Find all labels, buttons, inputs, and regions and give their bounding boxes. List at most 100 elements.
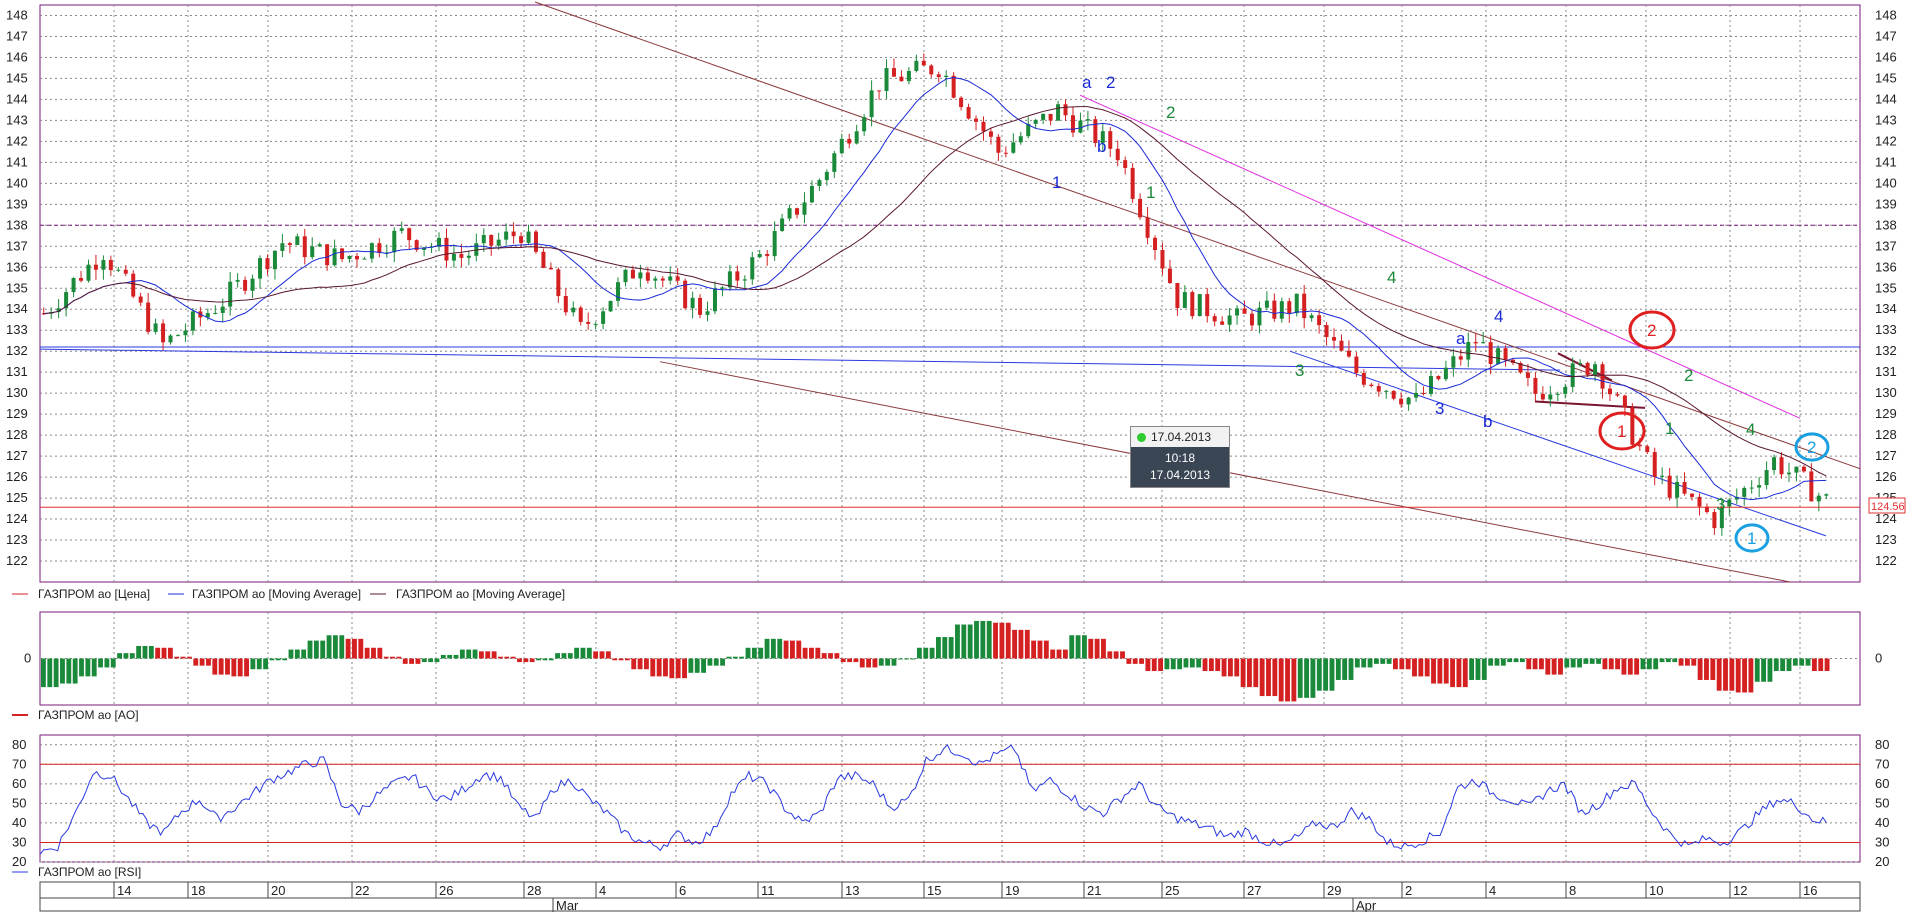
candle-body[interactable]	[1332, 337, 1337, 341]
candle-body[interactable]	[272, 250, 277, 270]
candle-body[interactable]	[1011, 142, 1016, 153]
candle-body[interactable]	[496, 239, 501, 246]
candle-body[interactable]	[369, 243, 374, 259]
candle-body[interactable]	[1160, 250, 1165, 269]
candle-body[interactable]	[1451, 356, 1456, 368]
candle-body[interactable]	[1249, 313, 1254, 326]
candle-body[interactable]	[1070, 115, 1075, 133]
candle-body[interactable]	[824, 171, 829, 181]
candle-body[interactable]	[1167, 268, 1172, 283]
candle-body[interactable]	[660, 278, 665, 281]
candle-body[interactable]	[1063, 104, 1068, 116]
candle-body[interactable]	[1056, 104, 1061, 121]
candle-body[interactable]	[213, 312, 218, 314]
candle-body[interactable]	[1048, 113, 1053, 121]
candle-body[interactable]	[1555, 393, 1560, 395]
candle-body[interactable]	[899, 76, 904, 82]
candle-body[interactable]	[533, 231, 538, 252]
candle-body[interactable]	[1294, 293, 1299, 314]
candle-body[interactable]	[1257, 307, 1262, 326]
candle-body[interactable]	[190, 311, 195, 331]
candle-body[interactable]	[601, 311, 606, 324]
candle-body[interactable]	[906, 70, 911, 82]
candle-body[interactable]	[414, 240, 419, 250]
candle-body[interactable]	[1279, 301, 1284, 319]
candle-body[interactable]	[914, 60, 919, 71]
candle-body[interactable]	[1018, 136, 1023, 143]
candle-body[interactable]	[608, 300, 613, 312]
candle-body[interactable]	[1585, 362, 1590, 376]
candle-body[interactable]	[1734, 496, 1739, 500]
candle-body[interactable]	[1324, 325, 1329, 338]
candle-body[interactable]	[1578, 362, 1583, 364]
candle-body[interactable]	[71, 277, 76, 293]
candle-body[interactable]	[41, 313, 46, 315]
candle-body[interactable]	[1749, 487, 1754, 489]
candle-body[interactable]	[1645, 446, 1650, 453]
candle-body[interactable]	[690, 297, 695, 309]
candle-body[interactable]	[481, 235, 486, 244]
candle-body[interactable]	[996, 136, 1001, 153]
candle-body[interactable]	[310, 246, 315, 258]
candle-body[interactable]	[645, 272, 650, 281]
candle-body[interactable]	[1615, 394, 1620, 396]
rsi-pane[interactable]	[39, 743, 1860, 855]
candle-body[interactable]	[511, 231, 516, 237]
candle-body[interactable]	[616, 282, 621, 301]
candle-body[interactable]	[1801, 466, 1806, 472]
candle-body[interactable]	[1652, 452, 1657, 477]
candle-body[interactable]	[138, 296, 143, 303]
candle-body[interactable]	[832, 153, 837, 172]
candle-body[interactable]	[1503, 348, 1508, 360]
candle-body[interactable]	[504, 231, 509, 240]
candle-body[interactable]	[772, 230, 777, 257]
candle-body[interactable]	[250, 278, 255, 291]
candle-body[interactable]	[340, 248, 345, 260]
candle-body[interactable]	[1272, 300, 1277, 319]
candle-body[interactable]	[317, 244, 322, 247]
candle-body[interactable]	[1563, 386, 1568, 394]
candle-body[interactable]	[1704, 506, 1709, 513]
candle-body[interactable]	[168, 335, 173, 343]
candle-body[interactable]	[742, 279, 747, 281]
candle-body[interactable]	[981, 121, 986, 132]
candle-body[interactable]	[809, 185, 814, 203]
candle-body[interactable]	[347, 256, 352, 260]
candle-body[interactable]	[302, 236, 307, 258]
candle-body[interactable]	[451, 253, 456, 261]
price-pane[interactable]	[39, 1, 1861, 583]
candle-body[interactable]	[765, 254, 770, 257]
candle-body[interactable]	[1764, 470, 1769, 486]
candle-body[interactable]	[362, 258, 367, 260]
candle-body[interactable]	[243, 279, 248, 291]
candle-body[interactable]	[258, 258, 263, 279]
candle-body[interactable]	[683, 280, 688, 309]
candle-body[interactable]	[1637, 444, 1642, 447]
candle-body[interactable]	[295, 236, 300, 245]
candle-body[interactable]	[265, 258, 270, 270]
candle-body[interactable]	[1593, 364, 1598, 376]
candle-body[interactable]	[1138, 198, 1143, 218]
candle-body[interactable]	[802, 202, 807, 215]
candle-body[interactable]	[146, 302, 151, 332]
candle-body[interactable]	[86, 264, 91, 281]
candle-body[interactable]	[869, 90, 874, 118]
candle-body[interactable]	[586, 321, 591, 324]
candle-body[interactable]	[1182, 292, 1187, 308]
candle-body[interactable]	[1794, 466, 1799, 473]
candle-body[interactable]	[623, 269, 628, 283]
candle-body[interactable]	[1630, 407, 1635, 445]
candle-body[interactable]	[519, 236, 524, 243]
candle-body[interactable]	[705, 311, 710, 315]
candle-body[interactable]	[1518, 362, 1523, 373]
candle-body[interactable]	[1078, 120, 1083, 133]
candle-body[interactable]	[1115, 148, 1120, 161]
candle-body[interactable]	[287, 243, 292, 245]
candle-body[interactable]	[1108, 131, 1113, 149]
candle-body[interactable]	[563, 296, 568, 313]
candle-body[interactable]	[1458, 356, 1463, 360]
candle-body[interactable]	[1406, 397, 1411, 405]
candle-body[interactable]	[921, 60, 926, 66]
ao-pane[interactable]	[41, 620, 1830, 702]
